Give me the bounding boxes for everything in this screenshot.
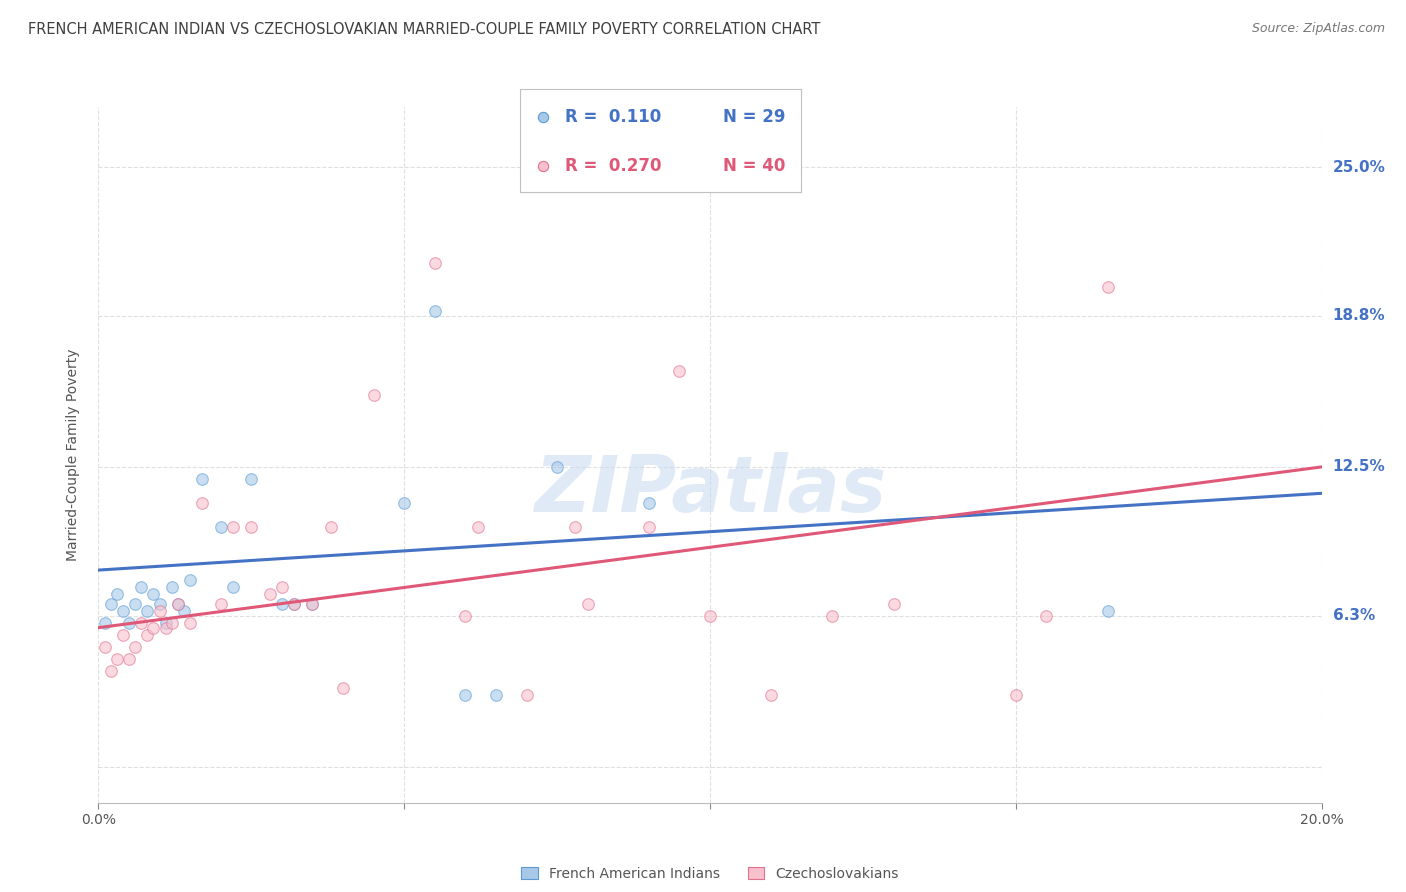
Point: [637, 520, 661, 534]
Point: [111, 604, 134, 618]
Point: [270, 597, 292, 611]
Point: [149, 597, 172, 611]
Point: [240, 520, 263, 534]
Point: [1097, 604, 1119, 618]
Point: [564, 520, 586, 534]
Text: R =  0.270: R = 0.270: [565, 157, 662, 175]
Point: [118, 615, 141, 630]
Text: FRENCH AMERICAN INDIAN VS CZECHOSLOVAKIAN MARRIED-COUPLE FAMILY POVERTY CORRELAT: FRENCH AMERICAN INDIAN VS CZECHOSLOVAKIA…: [28, 22, 821, 37]
Point: [160, 615, 183, 630]
Point: [105, 652, 128, 666]
Point: [1035, 608, 1057, 623]
Text: 12.5%: 12.5%: [1333, 459, 1385, 475]
Point: [259, 587, 281, 601]
Point: [301, 597, 323, 611]
Point: [129, 615, 152, 630]
Point: [93, 640, 115, 654]
Point: [136, 604, 159, 618]
Legend: French American Indians, Czechoslovakians: French American Indians, Czechoslovakian…: [516, 861, 904, 887]
Point: [93, 615, 115, 630]
Point: [179, 573, 201, 587]
Point: [467, 520, 489, 534]
Point: [821, 608, 844, 623]
Point: [129, 580, 152, 594]
Point: [1004, 688, 1026, 702]
Point: [546, 459, 568, 474]
Point: [191, 472, 214, 486]
Text: R =  0.110: R = 0.110: [565, 108, 661, 126]
Point: [637, 496, 661, 510]
Point: [319, 520, 342, 534]
Point: [149, 604, 172, 618]
Point: [209, 597, 232, 611]
Point: [516, 688, 538, 702]
Point: [160, 580, 183, 594]
Text: 25.0%: 25.0%: [1333, 160, 1386, 175]
Point: [240, 472, 263, 486]
Point: [105, 587, 128, 601]
Point: [100, 664, 122, 678]
Point: [332, 681, 354, 695]
Point: [531, 110, 554, 124]
Point: [668, 364, 690, 378]
Point: [100, 597, 122, 611]
Text: 6.3%: 6.3%: [1333, 608, 1375, 624]
Point: [118, 652, 141, 666]
Point: [392, 496, 416, 510]
Point: [167, 597, 190, 611]
Text: ZIPatlas: ZIPatlas: [534, 451, 886, 528]
Point: [155, 621, 177, 635]
Point: [142, 587, 165, 601]
Point: [363, 388, 385, 402]
Point: [699, 608, 721, 623]
Point: [454, 688, 477, 702]
Point: [883, 597, 905, 611]
Point: [531, 159, 554, 173]
Point: [124, 597, 146, 611]
Point: [209, 520, 232, 534]
Point: [173, 604, 195, 618]
Point: [1097, 280, 1119, 294]
Text: Source: ZipAtlas.com: Source: ZipAtlas.com: [1251, 22, 1385, 36]
Point: [124, 640, 146, 654]
Point: [222, 580, 245, 594]
Point: [454, 608, 477, 623]
Point: [142, 621, 165, 635]
Point: [191, 496, 214, 510]
Point: [283, 597, 305, 611]
Point: [270, 580, 292, 594]
Text: 18.8%: 18.8%: [1333, 309, 1385, 323]
Point: [222, 520, 245, 534]
Point: [155, 615, 177, 630]
Point: [576, 597, 599, 611]
Point: [167, 597, 190, 611]
Point: [111, 628, 134, 642]
Point: [485, 688, 508, 702]
Point: [759, 688, 782, 702]
Text: N = 40: N = 40: [723, 157, 785, 175]
Point: [179, 615, 201, 630]
Point: [423, 304, 446, 318]
Point: [301, 597, 323, 611]
Point: [136, 628, 159, 642]
Text: N = 29: N = 29: [723, 108, 785, 126]
Point: [423, 256, 446, 270]
Point: [283, 597, 305, 611]
Y-axis label: Married-Couple Family Poverty: Married-Couple Family Poverty: [66, 349, 80, 561]
